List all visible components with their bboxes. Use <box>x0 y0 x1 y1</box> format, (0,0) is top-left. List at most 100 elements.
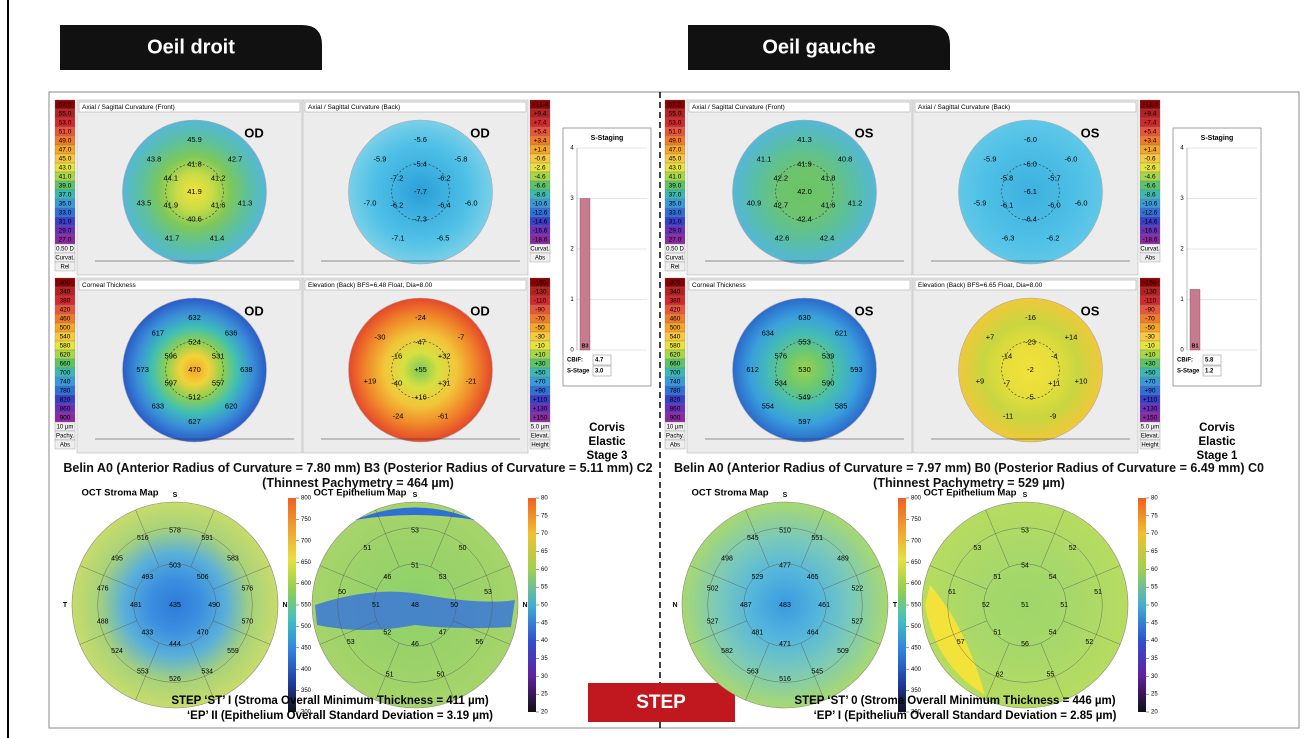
oct-value: 465 <box>807 574 819 581</box>
oct-colorbar-label: 65 <box>541 549 548 555</box>
oct-colorbar-label: 75 <box>1151 513 1158 519</box>
oct-colorbar-label: 75 <box>541 513 548 519</box>
scale-label: 41.0 <box>669 174 682 181</box>
map-value: -7.3 <box>414 214 427 223</box>
scale-label: +9.4 <box>534 111 547 118</box>
scale-label: 300 <box>60 280 71 287</box>
scale-label: +5.4 <box>534 129 547 136</box>
oct-compass: T <box>63 602 68 609</box>
scale-label: 43.0 <box>669 165 682 172</box>
scale-label: +70 <box>534 379 545 386</box>
map-selector-label: Corneal Thickness <box>82 282 136 289</box>
oct-colorbar-label: 35 <box>541 656 548 662</box>
map-value: 539 <box>822 351 835 360</box>
scale-label: 27.0 <box>59 237 72 244</box>
map-value: 597 <box>798 417 811 426</box>
oct-value: 51 <box>363 545 371 552</box>
scale-label: 740 <box>670 379 681 386</box>
scale-label: +110 <box>1143 397 1158 404</box>
oct-colorbar-label: 350 <box>911 688 922 694</box>
map-value: 41.9 <box>164 201 179 210</box>
map-value: -7.7 <box>414 187 427 196</box>
scale-label: 460 <box>60 316 71 323</box>
scale-label: +90 <box>534 388 545 395</box>
scale-label: +11.4 <box>532 102 548 109</box>
oct-colorbar-label: 55 <box>1151 585 1158 591</box>
scale-label: -70 <box>1145 316 1155 323</box>
scale-label: -4.6 <box>1144 174 1156 181</box>
scale-label: -4.6 <box>534 174 546 181</box>
oct-value: 433 <box>141 630 153 637</box>
tab-label: Oeil droit <box>147 36 235 58</box>
oct-value: 498 <box>721 556 733 563</box>
scale-label: -6.6 <box>1144 183 1156 190</box>
map-value: 632 <box>188 313 201 322</box>
scale-label: +10 <box>1144 352 1155 359</box>
scale-label: 580 <box>60 343 71 350</box>
oct-colorbar-label: 550 <box>911 603 922 609</box>
oct-value: 62 <box>996 672 1004 679</box>
oct-compass: T <box>893 602 898 609</box>
oct-value: 529 <box>751 574 763 581</box>
eye-label: OD <box>470 303 490 318</box>
oct-value: 545 <box>811 669 823 676</box>
oct-value: 493 <box>141 574 153 581</box>
map-value: 470 <box>188 365 201 374</box>
table-text: 1.2 <box>1205 369 1214 375</box>
map-value: -6.1 <box>1024 187 1037 196</box>
oct-value: 51 <box>372 602 380 609</box>
oct-colorbar-label: 800 <box>911 496 922 502</box>
oct-value: 470 <box>197 630 209 637</box>
map-value: -6.0 <box>1024 135 1037 144</box>
map-value: -47 <box>415 338 426 347</box>
scale-label: -2.6 <box>534 165 546 172</box>
map-value: 43.8 <box>147 155 162 164</box>
map-value: -5.8 <box>455 155 468 164</box>
scale-label: 33.0 <box>59 210 72 217</box>
oct-value: 54 <box>1049 574 1057 581</box>
scale-label: 420 <box>60 307 71 314</box>
oct-colorbar-label: 450 <box>301 645 312 651</box>
scale-label: -90 <box>535 307 545 314</box>
oct-value: 50 <box>450 602 458 609</box>
scale-label: 51.0 <box>59 129 72 136</box>
scale-label: 540 <box>670 334 681 341</box>
map-value: 593 <box>850 365 863 374</box>
scale-label: +30 <box>534 361 545 368</box>
oct-value: 435 <box>169 602 181 609</box>
table-text: CBiF: <box>567 358 583 364</box>
map-value: 43.5 <box>137 199 152 208</box>
oct-compass: S <box>783 492 788 499</box>
oct-value: 553 <box>137 669 149 676</box>
oct-colorbar-label: 450 <box>911 645 922 651</box>
oct-value: 545 <box>747 535 759 542</box>
map-value: -21 <box>466 377 477 386</box>
oct-colorbar-label: 650 <box>301 560 312 566</box>
corvis-label: Elastic <box>588 436 626 448</box>
scale-label: +9.4 <box>1144 111 1157 118</box>
scale-foot-label: 5.0 µm <box>531 424 549 430</box>
oct-value: 54 <box>1021 563 1029 570</box>
map-value: -30 <box>375 333 386 342</box>
scale-label: -10 <box>535 343 545 350</box>
map-value: 634 <box>762 328 775 337</box>
scale-label: 580 <box>670 343 681 350</box>
map-value: 524 <box>188 338 201 347</box>
scale-label: -10.6 <box>1143 201 1158 208</box>
map-value: +14 <box>1065 333 1078 342</box>
oct-colorbar-label: 600 <box>301 581 312 587</box>
scale-label: -30 <box>1145 334 1155 341</box>
scale-label: 740 <box>60 379 71 386</box>
scale-foot-label: 10 µm <box>57 424 74 430</box>
map-value: 553 <box>798 338 811 347</box>
scale-label: -150 <box>533 280 546 287</box>
oct-colorbar-label: 65 <box>1151 549 1158 555</box>
scale-label: 900 <box>60 415 71 422</box>
map-value: 42.2 <box>774 173 789 182</box>
s-staging-title: S-Staging <box>1201 135 1234 142</box>
scale-foot-label: 5.0 µm <box>1141 424 1159 430</box>
scale-label: +150 <box>533 415 548 422</box>
oct-value: 53 <box>1021 528 1029 535</box>
scale-label: 47.0 <box>669 147 682 154</box>
oct-value: 503 <box>169 563 181 570</box>
